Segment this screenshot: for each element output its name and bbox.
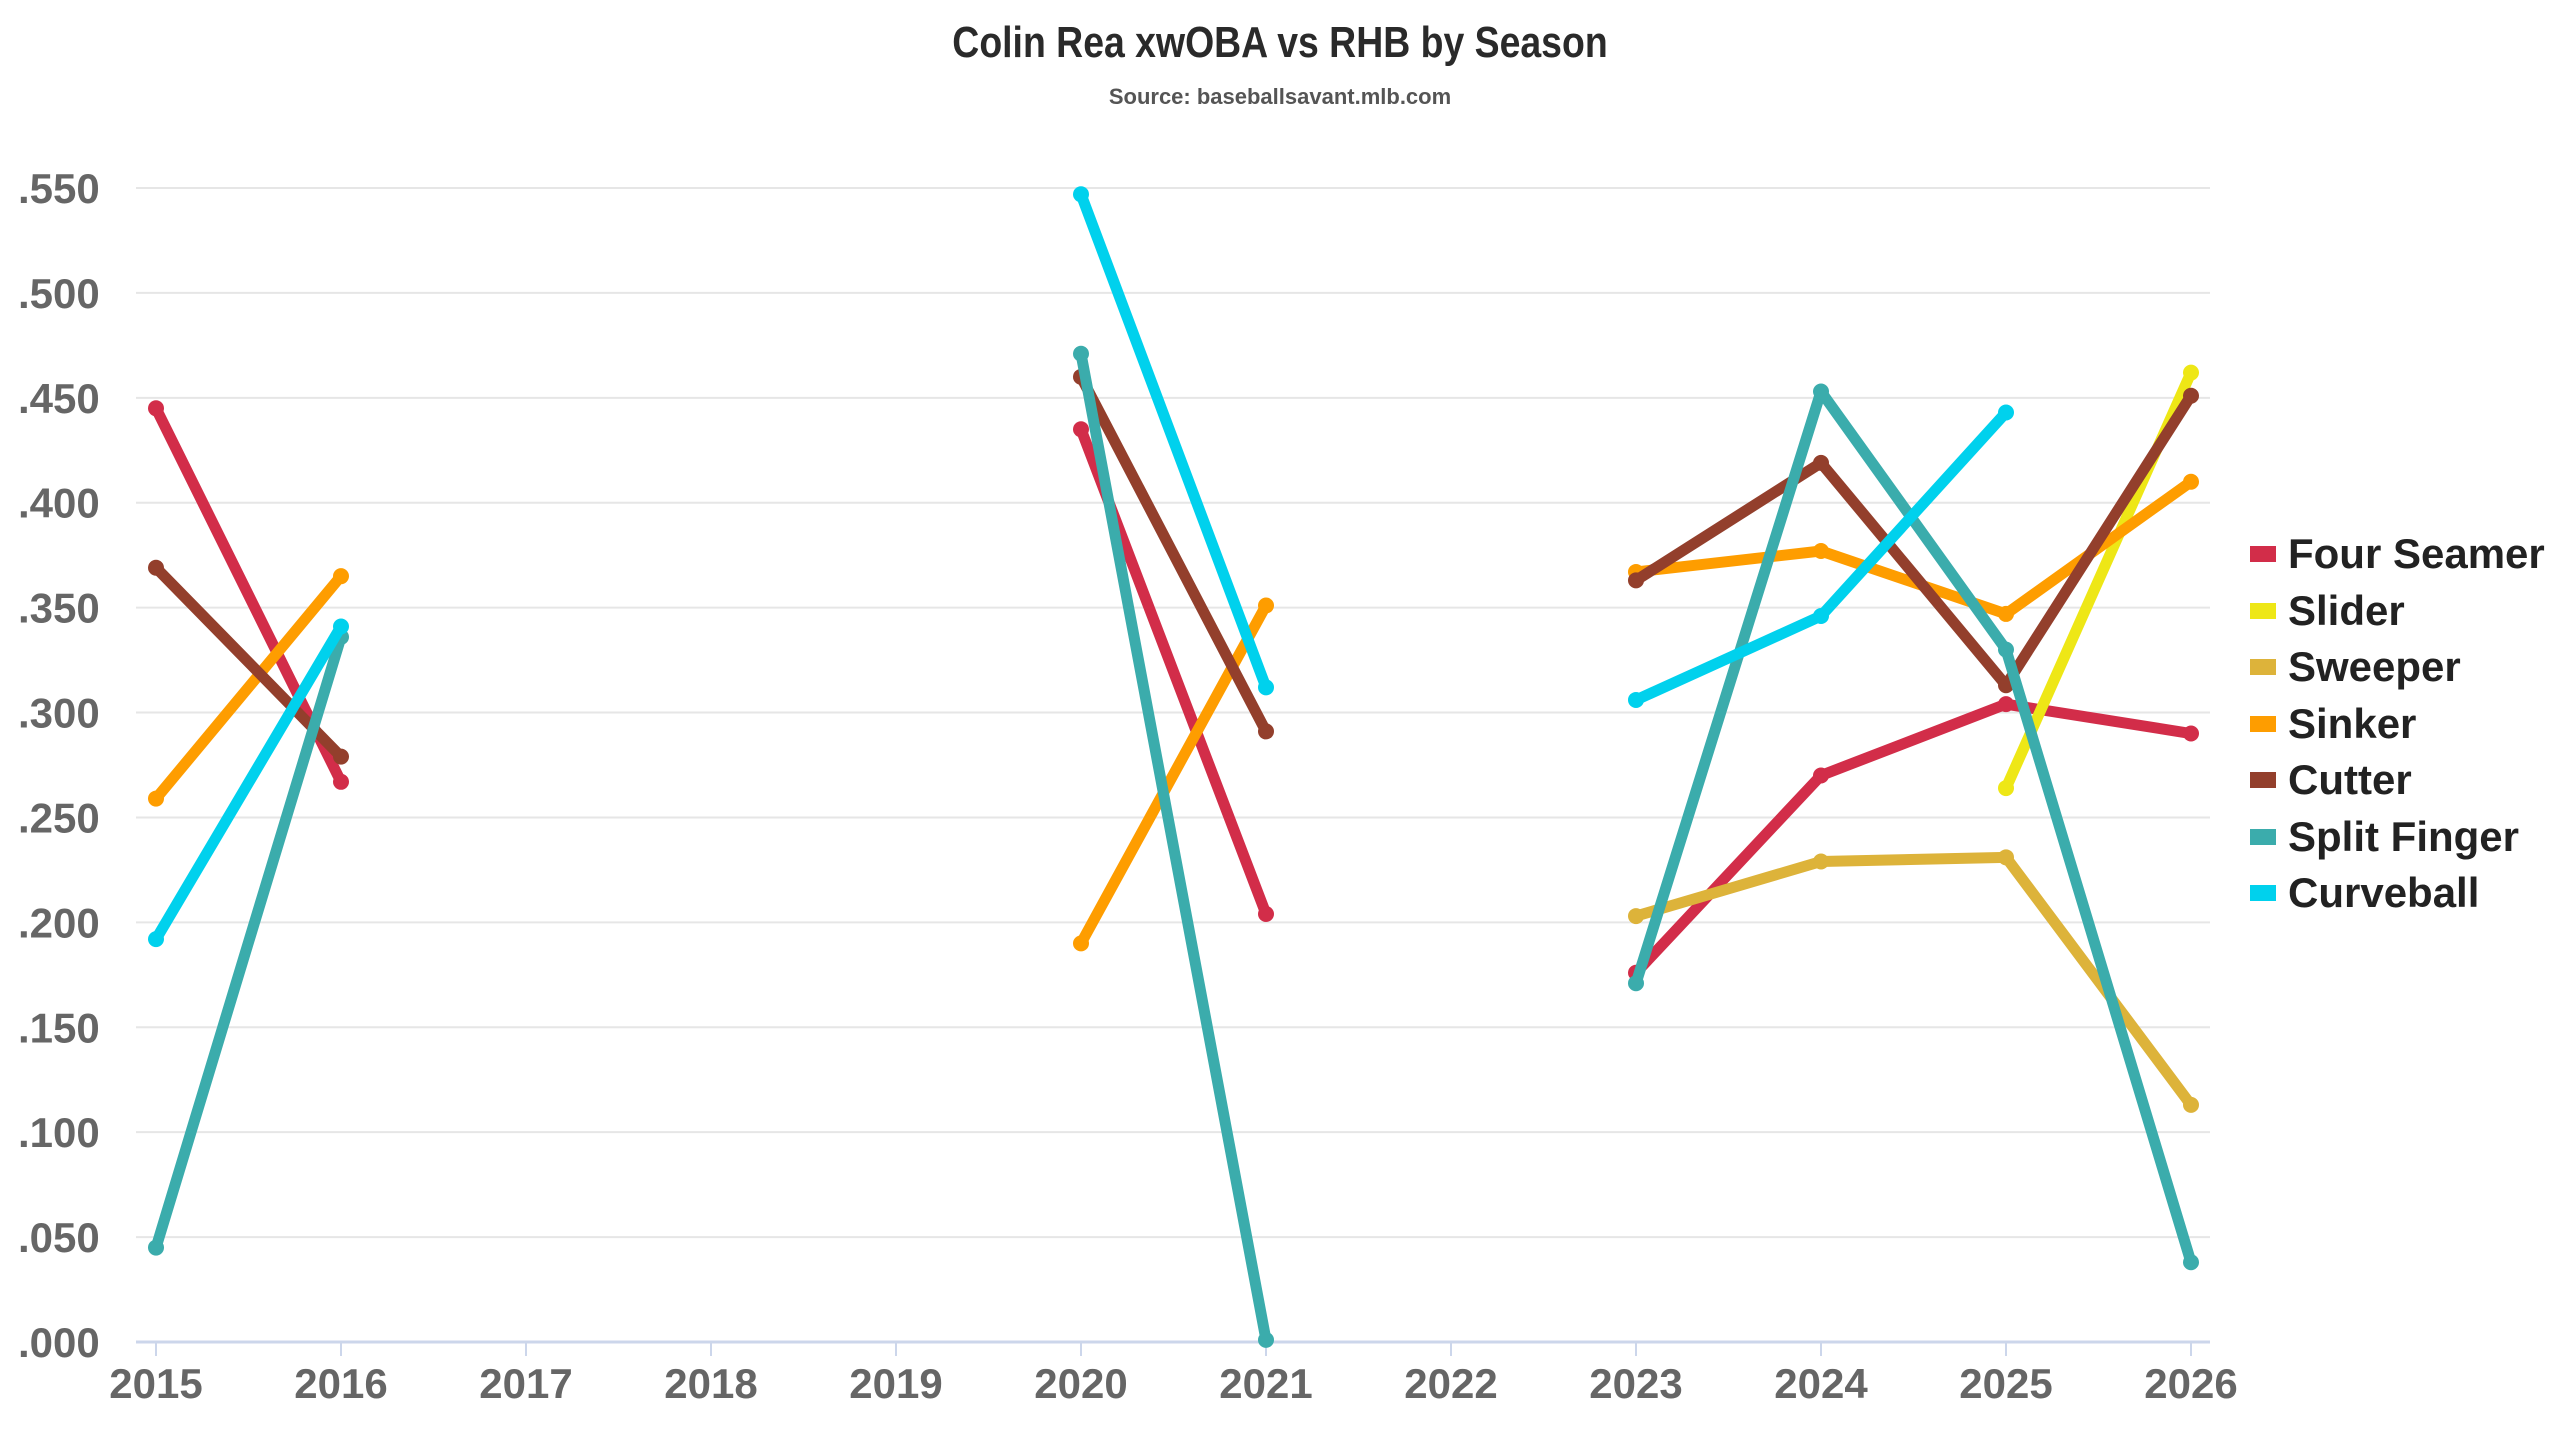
x-tick-label: 2018 xyxy=(664,1360,757,1407)
series-line xyxy=(1630,476,2197,620)
chart-subtitle: Source: baseballsavant.mlb.com xyxy=(1108,84,1452,109)
legend-swatch xyxy=(2250,659,2276,676)
y-tick-label: .000 xyxy=(18,1319,100,1366)
legend-label: Cutter xyxy=(2288,756,2412,804)
series-line xyxy=(1075,371,1272,737)
legend-label: Four Seamer xyxy=(2288,530,2545,578)
x-tick-label: 2016 xyxy=(294,1360,387,1407)
legend-item[interactable]: Curveball xyxy=(2250,865,2545,922)
x-tick-label: 2020 xyxy=(1034,1360,1127,1407)
series-sweeper xyxy=(1628,849,2199,1113)
y-tick-label: .150 xyxy=(18,1004,100,1051)
legend-label: Split Finger xyxy=(2288,812,2519,860)
x-tick-label: 2022 xyxy=(1404,1360,1497,1407)
x-tick-label: 2021 xyxy=(1219,1360,1312,1407)
y-tick-label: .350 xyxy=(18,585,100,632)
x-tick-label: 2023 xyxy=(1589,1360,1682,1407)
x-tick-label: 2024 xyxy=(1774,1360,1868,1407)
series-line xyxy=(150,621,347,945)
legend-item[interactable]: Cutter xyxy=(2250,752,2545,809)
x-tick-label: 2025 xyxy=(1959,1360,2052,1407)
y-tick-label: .050 xyxy=(18,1214,100,1261)
y-tick-label: .500 xyxy=(18,270,100,317)
series-line xyxy=(1630,851,2197,1111)
series-line xyxy=(1630,698,2197,979)
legend-swatch xyxy=(2250,772,2276,789)
legend-label: Curveball xyxy=(2288,869,2480,917)
legend: Four Seamer Slider Sweeper Sinker Cutter Spli… xyxy=(2250,526,2545,922)
y-tick-label: .550 xyxy=(18,165,100,212)
legend-label: Sweeper xyxy=(2288,643,2461,691)
series-cutter xyxy=(148,368,2199,765)
x-tick-label: 2017 xyxy=(479,1360,572,1407)
series-split-finger xyxy=(148,345,2199,1348)
x-tick-label: 2019 xyxy=(849,1360,942,1407)
legend-item[interactable]: Sinker xyxy=(2250,696,2545,753)
legend-item[interactable]: Slider xyxy=(2250,583,2545,640)
x-tick-label: 2026 xyxy=(2144,1360,2237,1407)
legend-swatch xyxy=(2250,602,2276,619)
legend-swatch xyxy=(2250,885,2276,902)
legend-label: Sinker xyxy=(2288,699,2417,747)
legend-swatch xyxy=(2250,546,2276,563)
legend-label: Slider xyxy=(2288,586,2405,634)
y-tick-label: .300 xyxy=(18,690,100,737)
series-line xyxy=(1630,407,2012,706)
series-line xyxy=(1630,390,2197,691)
y-tick-label: .200 xyxy=(18,899,100,946)
y-tick-label: .400 xyxy=(18,480,100,527)
series-line xyxy=(1075,348,1272,1346)
x-tick-label: 2015 xyxy=(109,1360,202,1407)
y-tick-label: .450 xyxy=(18,375,100,422)
y-tick-label: .250 xyxy=(18,794,100,841)
legend-item[interactable]: Four Seamer xyxy=(2250,526,2545,583)
series-line xyxy=(150,631,347,1254)
series-line xyxy=(150,570,347,805)
legend-swatch xyxy=(2250,828,2276,845)
legend-item[interactable]: Sweeper xyxy=(2250,639,2545,696)
series-line xyxy=(1075,188,1272,693)
legend-swatch xyxy=(2250,715,2276,732)
chart-title: Colin Rea xwOBA vs RHB by Season xyxy=(952,18,1608,67)
series-curveball xyxy=(148,186,2014,948)
legend-item[interactable]: Split Finger xyxy=(2250,809,2545,866)
y-tick-label: .100 xyxy=(18,1109,100,1156)
